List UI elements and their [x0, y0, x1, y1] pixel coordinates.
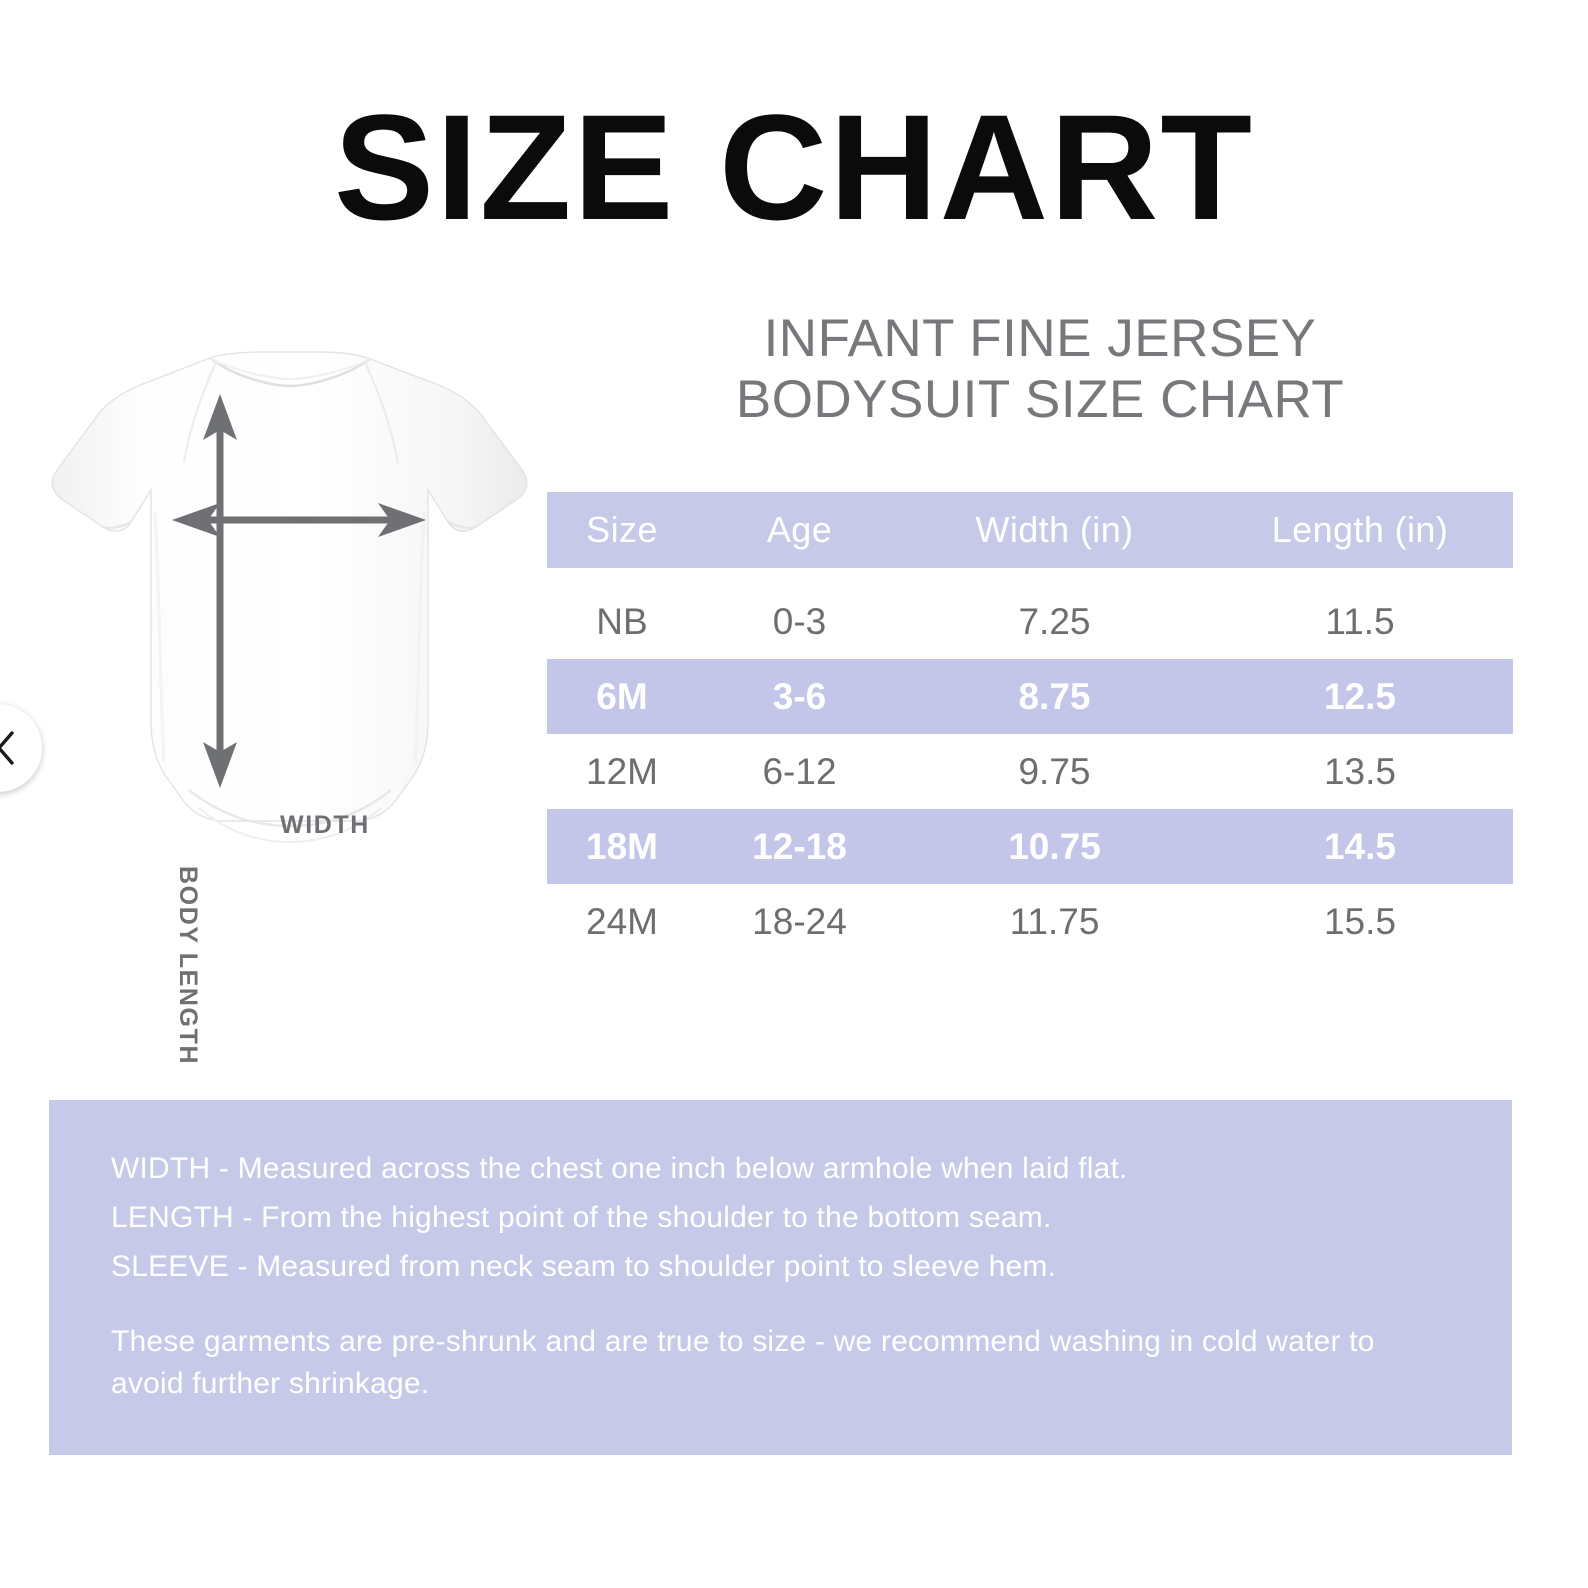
note-width: WIDTH - Measured across the chest one in… [111, 1152, 1128, 1185]
table-row[interactable]: 24M 18-24 11.75 15.5 [547, 884, 1513, 959]
table-header-row: Size Age Width (in) Length (in) [547, 492, 1513, 568]
cell-length: 13.5 [1323, 750, 1396, 792]
cell-size: NB [596, 600, 648, 642]
column-header-size: Size [586, 509, 658, 550]
width-measure-label: WIDTH [280, 811, 370, 839]
chart-subtitle-line1: INFANT FINE JERSEY [763, 309, 1317, 368]
cell-width: 9.75 [1018, 750, 1091, 792]
cell-age: 18-24 [752, 900, 847, 942]
bodysuit-illustration: WIDTH BODY LENGTH [24, 322, 554, 1065]
column-header-length: Length (in) [1271, 509, 1449, 550]
cell-width: 10.75 [1008, 825, 1101, 867]
note-shrinkage: These garments are pre-shrunk and are tr… [111, 1325, 1375, 1400]
note-length: LENGTH - From the highest point of the s… [111, 1201, 1052, 1234]
cell-width: 7.25 [1018, 600, 1091, 642]
column-header-age: Age [766, 509, 833, 550]
cell-size: 6M [596, 675, 648, 717]
table-row[interactable]: 18M 12-18 10.75 14.5 [547, 809, 1513, 884]
cell-age: 0-3 [772, 600, 827, 642]
body-length-measure-label: BODY LENGTH [174, 866, 202, 1066]
cell-age: 6-12 [762, 750, 837, 792]
page-title: SIZE CHART [334, 83, 1254, 251]
size-table: Size Age Width (in) Length (in) NB 0-3 7… [547, 492, 1513, 959]
cell-size: 12M [586, 750, 658, 792]
cell-length: 14.5 [1323, 825, 1396, 867]
cell-width: 8.75 [1018, 675, 1091, 717]
measurement-notes-panel: WIDTH - Measured across the chest one in… [49, 1100, 1512, 1455]
cell-length: 11.5 [1325, 600, 1395, 642]
column-header-width: Width (in) [975, 509, 1134, 550]
cell-age: 3-6 [772, 675, 827, 717]
table-row[interactable]: NB 0-3 7.25 11.5 [547, 584, 1513, 659]
cell-length: 15.5 [1323, 900, 1396, 942]
cell-size: 18M [586, 825, 658, 867]
table-row[interactable]: 6M 3-6 8.75 12.5 [547, 659, 1513, 734]
table-row[interactable]: 12M 6-12 9.75 13.5 [547, 734, 1513, 809]
chart-subtitle: INFANT FINE JERSEY BODYSUIT SIZE CHART [620, 308, 1460, 431]
chart-subtitle-line2: BODYSUIT SIZE CHART [735, 370, 1345, 430]
table-header-gap [547, 568, 1513, 584]
cell-size: 24M [586, 900, 658, 942]
cell-length: 12.5 [1323, 675, 1396, 717]
cell-age: 12-18 [752, 825, 847, 867]
chevron-left-icon [0, 730, 17, 766]
note-sleeve: SLEEVE - Measured from neck seam to shou… [111, 1250, 1057, 1283]
cell-width: 11.75 [1009, 900, 1100, 942]
